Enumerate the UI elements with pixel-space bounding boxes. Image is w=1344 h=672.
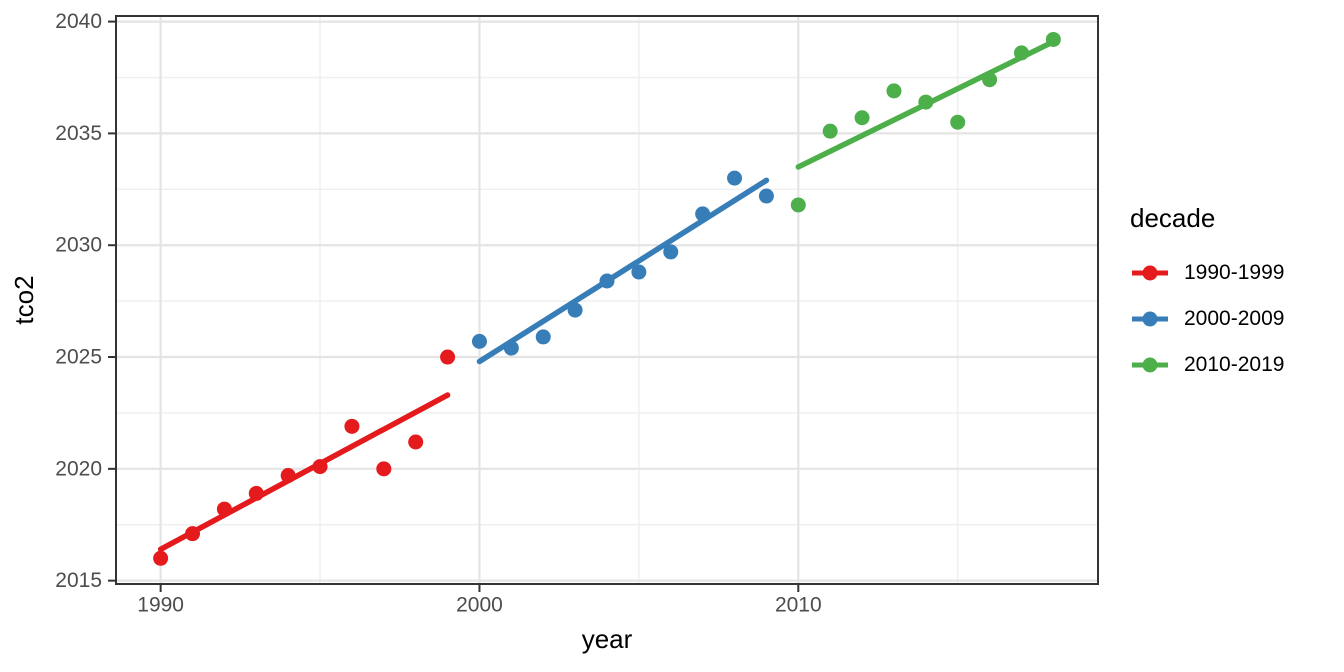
legend: decade 1990-1999 2000-2009 2010-2019 [1130, 202, 1284, 388]
legend-entry: 2000-2009 [1130, 296, 1284, 342]
legend-entry-label: 2010-2019 [1184, 353, 1285, 376]
data-point [822, 123, 838, 139]
legend-title: decade [1130, 203, 1216, 233]
legend-key-line-dot-icon [1132, 311, 1168, 327]
y-axis-title: tco2 [9, 275, 39, 325]
y-axis-tick-label: 2020 [55, 457, 102, 480]
panel-border [115, 15, 1099, 585]
data-point [471, 333, 487, 349]
legend-entry: 1990-1999 [1130, 250, 1284, 296]
data-point [408, 434, 424, 450]
data-point [854, 110, 870, 126]
legend-key-dot [1142, 311, 1158, 327]
data-point [440, 349, 456, 365]
data-point [727, 170, 743, 186]
legend-entry-label: 1990-1999 [1184, 261, 1285, 284]
data-point [153, 550, 169, 566]
legend-key-line-dot-icon [1132, 357, 1168, 373]
data-point [950, 114, 966, 130]
x-axis-title: year [581, 624, 633, 654]
y-axis-tick-label: 2040 [55, 10, 102, 33]
data-point [790, 197, 806, 213]
trend-line [795, 38, 1057, 170]
data-point [758, 188, 774, 204]
y-axis-tick-label: 2030 [55, 234, 102, 257]
data-point [376, 461, 392, 477]
trend-line [157, 392, 451, 553]
data-point [535, 329, 551, 345]
x-axis-tick-label: 2000 [456, 594, 503, 617]
x-axis-tick-label: 1990 [137, 594, 184, 617]
y-axis-tick-label: 2015 [55, 569, 102, 592]
data-point [886, 83, 902, 99]
data-point [663, 244, 679, 260]
data-point [344, 418, 360, 434]
legend-entry-label: 2000-2009 [1184, 307, 1285, 330]
x-axis-tick-label: 2010 [775, 594, 822, 617]
legend-key-line-dot-icon [1132, 265, 1168, 281]
legend-entry: 2010-2019 [1130, 342, 1284, 388]
legend-key-dot [1142, 357, 1158, 373]
y-axis-tick-label: 2035 [55, 122, 102, 145]
trend-line [476, 177, 770, 365]
plot-panel [116, 16, 1098, 584]
legend-key-dot [1142, 265, 1158, 281]
data-point [631, 264, 647, 280]
y-axis-tick-label: 2025 [55, 346, 102, 369]
